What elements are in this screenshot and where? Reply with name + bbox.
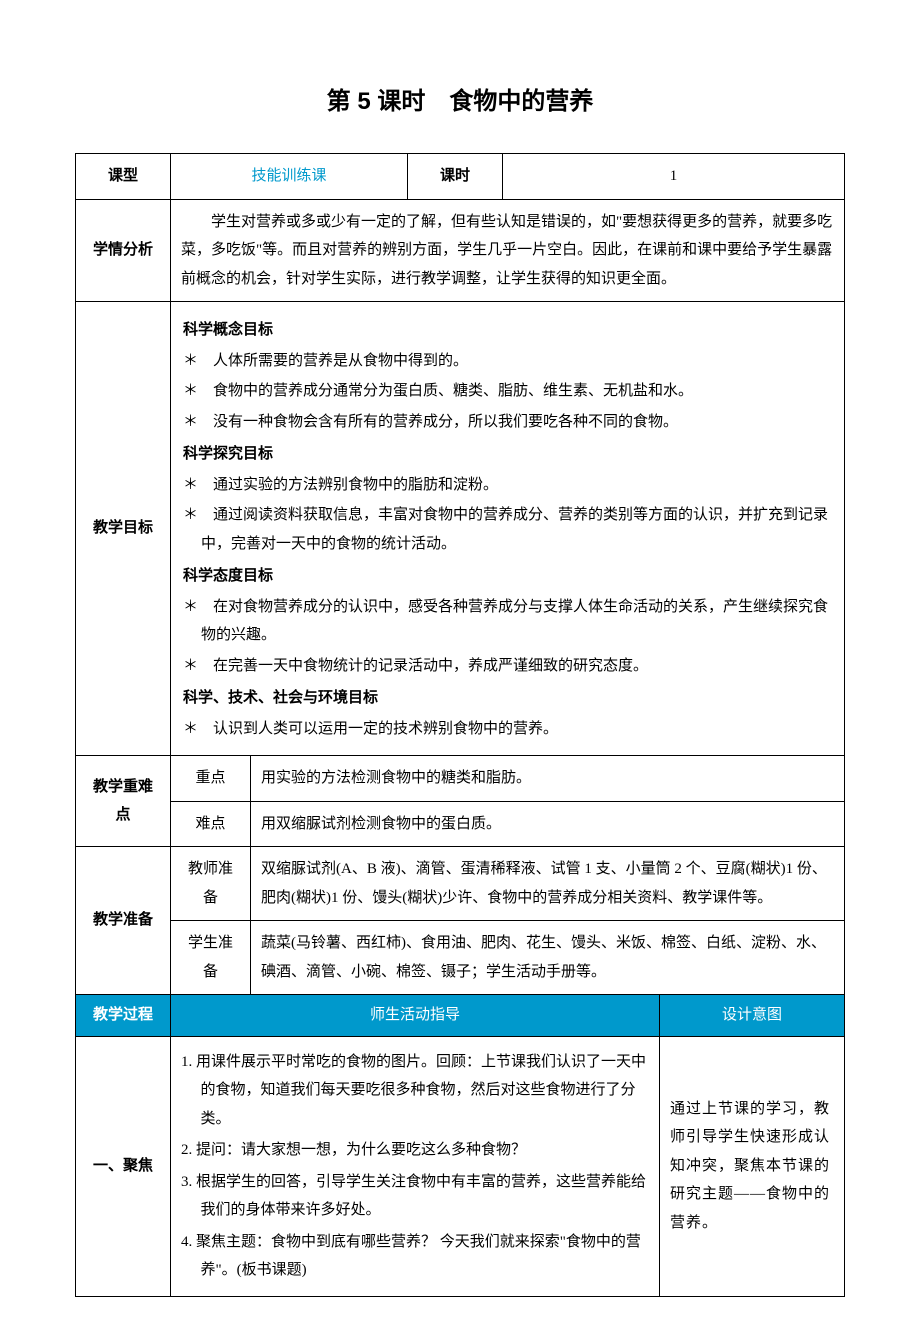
goal-item: ＊ 在对食物营养成分的认识中，感受各种营养成分与支撑人体生命活动的关系，产生继续… (183, 593, 832, 650)
goal-heading-4: 科学、技术、社会与环境目标 (183, 684, 832, 713)
goal-item: ＊ 人体所需要的营养是从食物中得到的。 (183, 347, 832, 376)
goal-heading-2: 科学探究目标 (183, 440, 832, 469)
label-focus: 一、聚焦 (76, 1036, 171, 1296)
sublabel-key: 重点 (171, 756, 251, 802)
header-activity: 师生活动指导 (171, 995, 660, 1037)
label-prep: 教学准备 (76, 847, 171, 995)
focus-item-2: 2. 提问：请大家想一想，为什么要吃这么多种食物？ (181, 1136, 649, 1165)
label-goals: 教学目标 (76, 302, 171, 756)
header-process: 教学过程 (76, 995, 171, 1037)
student-prep-text: 蔬菜(马铃薯、西红柿)、食用油、肥肉、花生、馒头、米饭、棉签、白纸、淀粉、水、碘… (251, 921, 845, 995)
label-period: 课时 (408, 154, 503, 200)
goal-item: ＊ 通过阅读资料获取信息，丰富对食物中的营养成分、营养的类别等方面的认识，并扩充… (183, 501, 832, 558)
row-keypoint-2: 难点 用双缩脲试剂检测食物中的蛋白质。 (76, 801, 845, 847)
difficulty-text: 用双缩脲试剂检测食物中的蛋白质。 (251, 801, 845, 847)
goal-heading-3: 科学态度目标 (183, 562, 832, 591)
sublabel-diff: 难点 (171, 801, 251, 847)
focus-content: 1. 用课件展示平时常吃的食物的图片。回顾：上节课我们认识了一天中的食物，知道我… (171, 1036, 660, 1296)
sublabel-student: 学生准备 (171, 921, 251, 995)
focus-item-1: 1. 用课件展示平时常吃的食物的图片。回顾：上节课我们认识了一天中的食物，知道我… (181, 1048, 649, 1134)
row-prep-1: 教学准备 教师准备 双缩脲试剂(A、B 液)、滴管、蛋清稀释液、试管 1 支、小… (76, 847, 845, 921)
goals-content: 科学概念目标 ＊ 人体所需要的营养是从食物中得到的。 ＊ 食物中的营养成分通常分… (171, 302, 845, 756)
row-type: 课型 技能训练课 课时 1 (76, 154, 845, 200)
label-keypoints: 教学重难点 (76, 756, 171, 847)
focus-item-3: 3. 根据学生的回答，引导学生关注食物中有丰富的营养，这些营养能给我们的身体带来… (181, 1168, 649, 1225)
sublabel-teacher: 教师准备 (171, 847, 251, 921)
value-period: 1 (503, 154, 845, 200)
focus-item-4: 4. 聚焦主题：食物中到底有哪些营养？ 今天我们就来探索"食物中的营养"。(板书… (181, 1228, 649, 1285)
label-analysis: 学情分析 (76, 199, 171, 302)
teacher-prep-text: 双缩脲试剂(A、B 液)、滴管、蛋清稀释液、试管 1 支、小量筒 2 个、豆腐(… (251, 847, 845, 921)
row-prep-2: 学生准备 蔬菜(马铃薯、西红柿)、食用油、肥肉、花生、馒头、米饭、棉签、白纸、淀… (76, 921, 845, 995)
value-type: 技能训练课 (171, 154, 408, 200)
header-design: 设计意图 (660, 995, 845, 1037)
goal-item: ＊ 没有一种食物会含有所有的营养成分，所以我们要吃各种不同的食物。 (183, 408, 832, 437)
row-analysis: 学情分析 学生对营养或多或少有一定的了解，但有些认知是错误的，如"要想获得更多的… (76, 199, 845, 302)
goal-item: ＊ 食物中的营养成分通常分为蛋白质、糖类、脂肪、维生素、无机盐和水。 (183, 377, 832, 406)
process-header-row: 教学过程 师生活动指导 设计意图 (76, 995, 845, 1037)
goal-heading-1: 科学概念目标 (183, 316, 832, 345)
lesson-title: 第 5 课时 食物中的营养 (75, 80, 845, 123)
keypoint-text: 用实验的方法检测食物中的糖类和脂肪。 (251, 756, 845, 802)
analysis-text: 学生对营养或多或少有一定的了解，但有些认知是错误的，如"要想获得更多的营养，就要… (171, 199, 845, 302)
row-goals: 教学目标 科学概念目标 ＊ 人体所需要的营养是从食物中得到的。 ＊ 食物中的营养… (76, 302, 845, 756)
lesson-plan-table: 课型 技能训练课 课时 1 学情分析 学生对营养或多或少有一定的了解，但有些认知… (75, 153, 845, 1297)
goal-item: ＊ 通过实验的方法辨别食物中的脂肪和淀粉。 (183, 471, 832, 500)
label-type: 课型 (76, 154, 171, 200)
goal-item: ＊ 在完善一天中食物统计的记录活动中，养成严谨细致的研究态度。 (183, 652, 832, 681)
row-focus: 一、聚焦 1. 用课件展示平时常吃的食物的图片。回顾：上节课我们认识了一天中的食… (76, 1036, 845, 1296)
goal-item: ＊ 认识到人类可以运用一定的技术辨别食物中的营养。 (183, 715, 832, 744)
row-keypoint-1: 教学重难点 重点 用实验的方法检测食物中的糖类和脂肪。 (76, 756, 845, 802)
design-intent: 通过上节课的学习，教师引导学生快速形成认知冲突，聚焦本节课的研究主题——食物中的… (660, 1036, 845, 1296)
